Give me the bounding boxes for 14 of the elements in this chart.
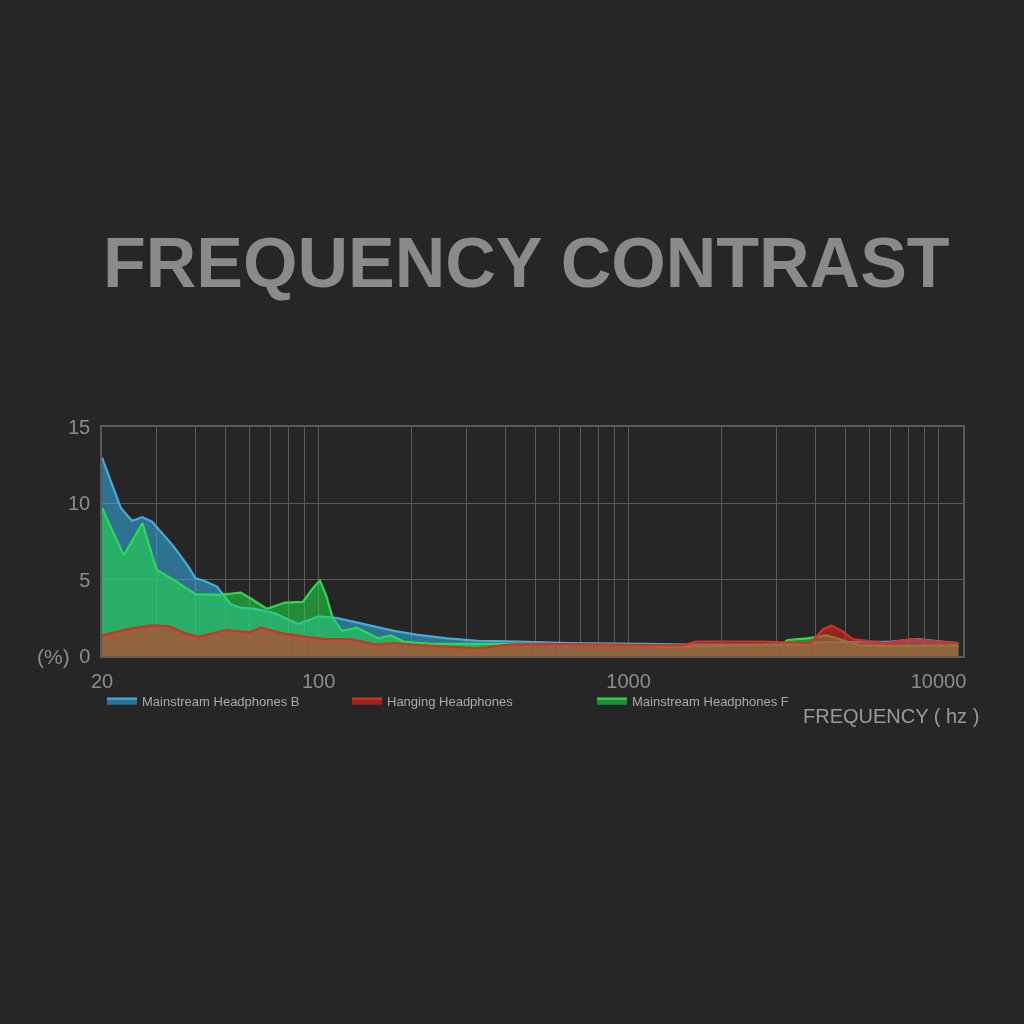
y-tick-label: 5 (79, 568, 91, 591)
y-axis-title: (%) (37, 645, 70, 668)
x-tick-label: 20 (90, 669, 114, 692)
x-tick-label: 1000 (606, 669, 651, 692)
legend-label: Mainstream Headphones F (632, 693, 789, 709)
chart-title: FREQUENCY CONTRAST (103, 223, 950, 302)
x-axis-title: FREQUENCY ( hz ) (803, 705, 980, 727)
y-tick-label: 10 (68, 492, 91, 515)
x-tick-label: 100 (301, 669, 336, 692)
legend-label: Mainstream Headphones B (142, 693, 300, 709)
y-tick-label: 15 (68, 416, 91, 438)
x-tick-label: 10000 (910, 669, 967, 692)
legend-label: Hanging Headphones (387, 693, 514, 709)
y-tick-label: 0 (79, 645, 91, 667)
